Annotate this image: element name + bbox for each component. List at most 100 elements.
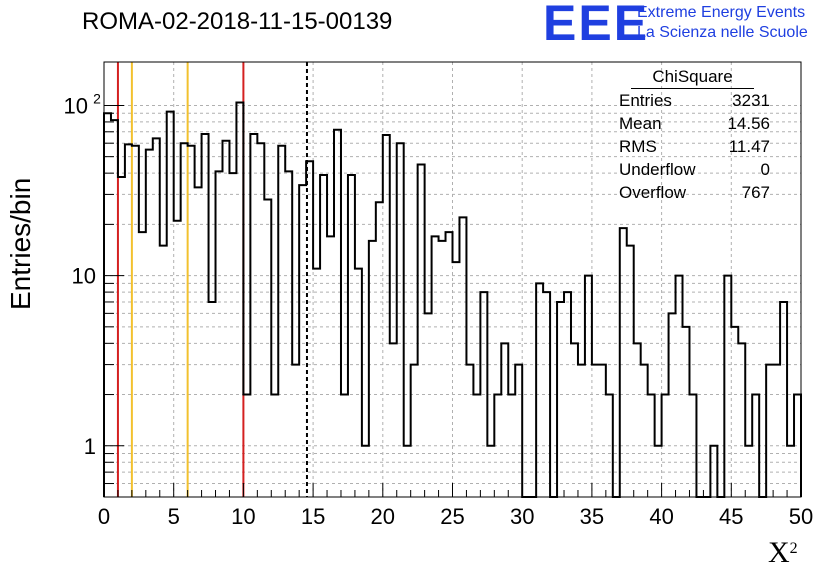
histogram-bin xyxy=(585,276,592,497)
histogram-bin xyxy=(299,185,306,497)
histogram-bin xyxy=(285,171,292,497)
histogram-bin xyxy=(278,146,285,497)
histogram-bin xyxy=(787,446,794,497)
stats-row-overflow: Overflow 767 xyxy=(613,181,772,204)
stats-value: 3231 xyxy=(732,91,770,110)
histogram-bin xyxy=(662,395,669,497)
histogram-bin xyxy=(487,446,494,497)
x-tick-label: 45 xyxy=(719,504,743,529)
histogram-bin xyxy=(689,395,696,497)
histogram-bin xyxy=(473,395,480,497)
histogram-bin xyxy=(202,134,209,497)
stats-row-mean: Mean 14.56 xyxy=(613,112,772,135)
histogram-bin xyxy=(773,365,780,497)
histogram-bin xyxy=(738,343,745,497)
histogram-bin xyxy=(181,143,188,497)
x-tick-label: 50 xyxy=(789,504,813,529)
x-tick-label: 30 xyxy=(510,504,534,529)
stats-label: RMS xyxy=(619,137,657,156)
stats-row-entries: Entries 3231 xyxy=(613,89,772,112)
histogram-bin xyxy=(466,365,473,497)
histogram-bin xyxy=(327,236,334,497)
stats-value: 14.56 xyxy=(727,114,770,133)
stats-value: 767 xyxy=(741,183,770,202)
x-tick-label: 40 xyxy=(649,504,673,529)
histogram-bin xyxy=(557,302,564,497)
histogram-bin xyxy=(167,112,174,497)
histogram-bin xyxy=(501,343,508,497)
histogram-bin xyxy=(243,395,250,497)
histogram-bin xyxy=(766,365,773,497)
histogram-bin xyxy=(404,446,411,497)
histogram-bin xyxy=(139,232,146,497)
stats-value: 11.47 xyxy=(728,137,770,156)
histogram-bin xyxy=(669,313,676,497)
histogram-bin xyxy=(222,141,229,497)
x-tick-label: 10 xyxy=(231,504,255,529)
y-axis-label: Entries/bin xyxy=(5,177,36,310)
histogram-bin xyxy=(724,276,731,497)
histogram-bin xyxy=(390,343,397,497)
histogram-bin xyxy=(606,395,613,497)
histogram-bin xyxy=(195,187,202,497)
histogram-bin xyxy=(627,246,634,497)
logo-line-2: La Scienza nelle Scuole xyxy=(637,24,808,41)
histogram-bin xyxy=(383,135,390,497)
logo-line-1: Extreme Energy Events xyxy=(637,4,806,21)
stats-label: Entries xyxy=(619,91,672,110)
histogram-bin xyxy=(453,262,460,497)
histogram-bin xyxy=(676,276,683,497)
x-axis-label-text: X xyxy=(768,536,790,569)
histogram-bin xyxy=(264,200,271,497)
histogram-bin xyxy=(620,228,627,497)
x-tick-label: 0 xyxy=(98,504,110,529)
histogram-bin xyxy=(432,236,439,497)
histogram-bin xyxy=(229,173,236,497)
x-axis-label: X2 xyxy=(768,536,798,570)
histogram-bin xyxy=(641,365,648,497)
histogram-bin xyxy=(348,175,355,497)
x-tick-label: 35 xyxy=(580,504,604,529)
histogram-bin xyxy=(376,202,383,497)
histogram-bin xyxy=(174,221,181,497)
histogram-bin xyxy=(745,446,752,497)
stats-value: 0 xyxy=(760,160,770,179)
histogram-bin xyxy=(104,113,111,497)
histogram-bin xyxy=(355,269,362,497)
x-axis-label-superscript: 2 xyxy=(789,540,798,557)
y-tick-label: 10 xyxy=(64,93,88,118)
histogram-bin xyxy=(578,365,585,497)
histogram-bin xyxy=(752,395,759,497)
histogram-bin xyxy=(132,146,139,497)
grid-layer xyxy=(104,62,801,497)
x-tick-label: 25 xyxy=(440,504,464,529)
histogram-bin xyxy=(599,365,606,497)
histogram-bin xyxy=(146,150,153,497)
histogram-bin xyxy=(494,395,501,497)
histogram-bin xyxy=(257,143,264,497)
x-tick-label: 5 xyxy=(168,504,180,529)
histogram-bin xyxy=(160,246,167,497)
histogram-bin xyxy=(508,395,515,497)
histogram-bin xyxy=(536,283,543,497)
histogram-step-line xyxy=(103,101,802,498)
y-tick-superscript: 2 xyxy=(93,90,101,106)
histogram-bin xyxy=(320,175,327,497)
histogram-bin xyxy=(571,343,578,497)
histogram-bin xyxy=(411,365,418,497)
histogram-bin xyxy=(794,395,801,497)
chart-title: ROMA-02-2018-11-15-00139 xyxy=(82,8,393,35)
histogram-bin xyxy=(125,144,132,497)
histogram-bin xyxy=(153,138,160,497)
y-tick-label: 10 xyxy=(72,264,96,289)
histogram-bin xyxy=(313,269,320,497)
stats-label: Underflow xyxy=(619,160,696,179)
histogram-bin xyxy=(592,365,599,497)
stats-box: ChiSquare Entries 3231 Mean 14.56 RMS 11… xyxy=(613,64,772,204)
tick-label-layer: 0 5 10 15 20 25 30 35 40 45 50 1 10 10 2 xyxy=(64,90,814,529)
histogram-bin xyxy=(216,171,223,497)
histogram-bin xyxy=(515,365,522,497)
histogram-bin xyxy=(648,395,655,497)
histogram-bin xyxy=(731,327,738,497)
